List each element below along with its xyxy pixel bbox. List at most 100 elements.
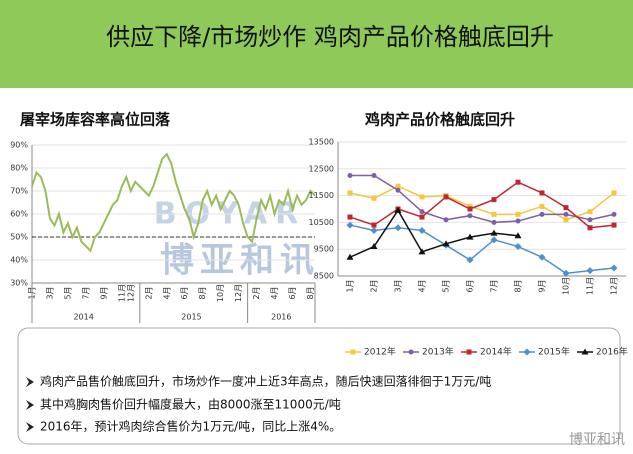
legend-label: 2014年 xyxy=(480,346,512,358)
year-label: 2016 xyxy=(271,313,291,322)
y-tick-label: 8500 xyxy=(314,272,334,281)
x-tick-label: 8月 xyxy=(198,286,207,299)
x-tick-label: 12月 xyxy=(126,284,135,302)
x-tick-label: 4月 xyxy=(162,286,171,299)
marker xyxy=(395,183,401,189)
y-tick-label: 50% xyxy=(10,233,28,242)
x-tick-label: 7月 xyxy=(81,286,90,299)
chart-title: 屠宰场库容率高位回落 xyxy=(20,111,171,129)
marker xyxy=(466,349,472,355)
x-tick-label: 8月 xyxy=(306,286,315,299)
marker xyxy=(346,253,354,260)
marker xyxy=(419,209,425,215)
marker xyxy=(491,211,497,217)
y-tick-label: 11500 xyxy=(309,191,334,200)
marker xyxy=(563,217,569,223)
chart-title: 鸡肉产品价格触底回升 xyxy=(364,111,515,129)
bullet: 鸡肉产品售价触底回升，市场炒作一度冲上近3年高点，随后快速回落徘徊于1万元/吨 xyxy=(40,374,491,389)
y-tick-label: 40% xyxy=(10,256,28,265)
x-tick-label: 2月 xyxy=(370,279,379,292)
data-line xyxy=(350,174,615,224)
x-tick-label: 8月 xyxy=(514,279,523,292)
marker xyxy=(371,195,377,201)
year-label: 2015 xyxy=(181,313,201,322)
marker xyxy=(370,243,378,250)
marker xyxy=(539,203,545,209)
y-tick-label: 9500 xyxy=(314,245,334,254)
marker xyxy=(587,225,593,231)
marker xyxy=(515,218,521,224)
x-tick-label: 10月 xyxy=(216,284,225,302)
note-box xyxy=(17,327,621,445)
marker xyxy=(514,243,522,251)
data-line xyxy=(31,152,316,253)
marker xyxy=(581,348,589,355)
x-tick-label: 6月 xyxy=(466,279,475,292)
marker xyxy=(491,197,497,203)
marker xyxy=(514,232,522,239)
x-tick-label: 2月 xyxy=(252,286,261,299)
y-tick-label: 13500 xyxy=(309,138,334,147)
x-tick-label: 5月 xyxy=(442,279,451,292)
x-tick-label: 6月 xyxy=(288,286,297,299)
data-line xyxy=(349,224,615,275)
bullet: 其中鸡胸肉售价回升幅度最大，由8000涨至11000元/吨 xyxy=(40,397,341,412)
marker xyxy=(350,349,356,355)
legend-label: 2012年 xyxy=(364,346,396,358)
marker xyxy=(418,248,426,255)
marker xyxy=(419,194,425,200)
marker xyxy=(490,236,498,244)
marker xyxy=(395,187,401,193)
y-tick-label: 30% xyxy=(10,279,28,288)
y-tick-label: 12500 xyxy=(309,164,334,173)
marker xyxy=(515,211,521,217)
marker xyxy=(563,205,569,211)
x-tick-label: 1月 xyxy=(346,279,355,292)
x-tick-label: 3月 xyxy=(45,286,54,299)
x-tick-label: 4月 xyxy=(270,286,279,299)
x-tick-label: 9月 xyxy=(99,286,108,299)
x-tick-label: 5月 xyxy=(63,286,72,299)
y-tick-label: 60% xyxy=(10,210,28,219)
y-tick-label: 70% xyxy=(10,187,28,196)
slide-title: 供应下降/市场炒作 鸡肉产品价格触底回升 xyxy=(106,23,554,51)
marker xyxy=(418,226,426,234)
marker xyxy=(466,256,474,264)
marker xyxy=(539,190,545,196)
marker xyxy=(408,349,414,355)
marker xyxy=(371,222,377,228)
marker xyxy=(370,226,378,234)
marker xyxy=(394,224,402,232)
marker xyxy=(347,214,353,220)
y-tick-label: 80% xyxy=(10,164,28,173)
legend-label: 2013年 xyxy=(422,346,454,358)
x-tick-label: 9月 xyxy=(538,279,547,292)
y-tick-label: 90% xyxy=(10,141,28,150)
marker xyxy=(394,206,402,213)
marker xyxy=(587,209,593,215)
marker xyxy=(467,206,473,212)
marker xyxy=(346,221,354,229)
marker xyxy=(490,229,498,236)
legend-label: 2015年 xyxy=(538,346,570,358)
marker xyxy=(347,190,353,196)
marker xyxy=(467,203,473,209)
marker xyxy=(611,211,617,217)
marker xyxy=(443,194,449,200)
marker xyxy=(563,211,569,217)
marker xyxy=(610,264,618,272)
x-tick-label: 2月 xyxy=(144,286,153,299)
marker xyxy=(523,348,531,356)
banner xyxy=(0,0,633,88)
x-tick-label: 3月 xyxy=(394,279,403,292)
x-tick-label: 10月 xyxy=(562,277,571,295)
marker xyxy=(371,173,377,178)
footer-logo: 博亚和讯 xyxy=(569,431,625,448)
x-tick-label: 12月 xyxy=(234,284,243,302)
marker xyxy=(538,253,546,261)
x-tick-label: 11月 xyxy=(586,277,595,295)
marker xyxy=(491,219,497,225)
data-line xyxy=(349,208,519,258)
marker xyxy=(539,211,545,217)
